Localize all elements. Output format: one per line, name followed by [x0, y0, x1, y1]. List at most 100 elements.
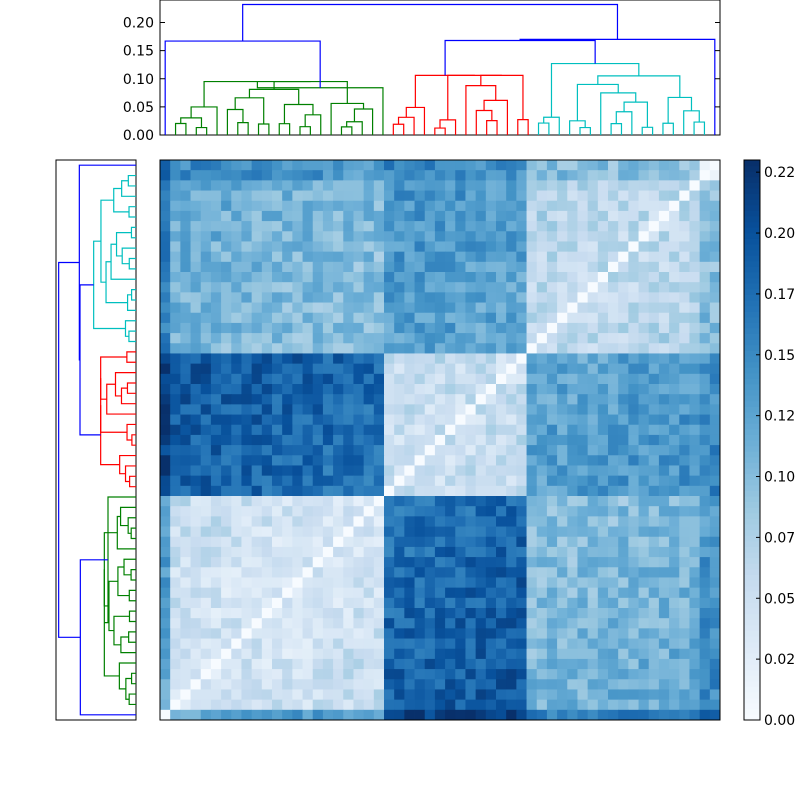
- heatmap-cell-32-42: [587, 485, 599, 497]
- heatmap-cell-13-27: [434, 292, 446, 303]
- heatmap-cell-37-41: [577, 536, 589, 548]
- heatmap-cell-8-32: [485, 241, 497, 253]
- heatmap-cell-36-28: [445, 526, 456, 538]
- heatmap-cell-35-14: [302, 516, 314, 527]
- heatmap-cell-5-19: [353, 210, 365, 222]
- heatmap-cell-48-48: [648, 648, 660, 660]
- heatmap-cell-52-15: [312, 689, 324, 701]
- heatmap-cell-3-25: [414, 190, 426, 202]
- heatmap-cell-17-36: [526, 333, 538, 344]
- heatmap-cell-20-43: [597, 363, 609, 375]
- heatmap-cell-36-17: [333, 526, 344, 538]
- heatmap-cell-24-44: [608, 404, 619, 415]
- heatmap-cell-53-9: [251, 699, 263, 711]
- colorbar-step-95: [744, 182, 760, 189]
- heatmap-cell-2-53: [699, 180, 711, 191]
- heatmap-cell-20-48: [648, 363, 660, 375]
- heatmap-cell-32-2: [180, 485, 191, 497]
- heatmap-cell-0-52: [689, 160, 701, 171]
- heatmap-cell-1-47: [638, 170, 650, 181]
- heatmap-cell-31-0: [160, 475, 171, 487]
- heatmap-cell-29-45: [618, 455, 629, 466]
- heatmap-cell-54-28: [445, 709, 456, 721]
- heatmap-cell-43-35: [516, 597, 527, 609]
- heatmap-cell-11-18: [343, 272, 354, 283]
- heatmap-cell-48-42: [587, 648, 599, 660]
- heatmap-cell-11-42: [587, 272, 599, 283]
- heatmap-cell-24-51: [679, 404, 690, 415]
- heatmap-cell-38-41: [577, 546, 589, 558]
- heatmap-cell-6-31: [475, 221, 487, 232]
- heatmap-cell-27-40: [567, 434, 578, 446]
- left-dendrogram-link-28: [114, 371, 136, 397]
- heatmap-cell-36-14: [302, 526, 314, 538]
- heatmap-cell-12-17: [333, 282, 344, 293]
- heatmap-cell-33-49: [658, 496, 670, 507]
- heatmap-cell-11-43: [597, 272, 609, 283]
- heatmap-cell-32-51: [679, 485, 690, 497]
- heatmap-cell-6-40: [567, 221, 578, 232]
- heatmap-cell-31-8: [241, 475, 253, 487]
- heatmap-cell-47-2: [180, 638, 191, 650]
- heatmap-cell-40-17: [333, 567, 344, 578]
- heatmap-cell-12-3: [190, 282, 202, 293]
- heatmap-cell-43-49: [658, 597, 670, 609]
- heatmap-cell-53-6: [221, 699, 232, 711]
- heatmap-cell-36-5: [210, 526, 222, 538]
- heatmap-cell-26-54: [709, 424, 721, 436]
- heatmap-cell-23-54: [709, 394, 721, 405]
- heatmap-cell-5-20: [363, 210, 375, 222]
- heatmap-cell-46-4: [200, 628, 212, 639]
- heatmap-cell-27-26: [424, 434, 436, 446]
- colorbar-step-75: [744, 294, 760, 301]
- heatmap-cell-53-12: [282, 699, 293, 711]
- heatmap-cell-15-53: [699, 312, 711, 324]
- heatmap-cell-30-13: [292, 465, 303, 477]
- heatmap-cell-23-28: [445, 394, 456, 405]
- heatmap-cell-39-5: [210, 557, 222, 568]
- heatmap-cell-29-13: [292, 455, 303, 466]
- heatmap-cell-4-42: [587, 200, 599, 212]
- heatmap-cell-4-6: [221, 200, 232, 212]
- heatmap-cell-46-18: [343, 628, 354, 639]
- colorbar-step-58: [744, 389, 760, 396]
- heatmap-cell-9-9: [251, 251, 263, 263]
- heatmap-cell-3-12: [282, 190, 293, 202]
- heatmap-cell-41-14: [302, 577, 314, 589]
- heatmap-cell-39-35: [516, 557, 527, 568]
- heatmap-cell-34-5: [210, 506, 222, 517]
- heatmap-cell-29-28: [445, 455, 456, 466]
- heatmap-cell-25-33: [496, 414, 507, 426]
- heatmap-cell-46-43: [597, 628, 609, 639]
- heatmap-cell-42-24: [404, 587, 415, 599]
- heatmap-cell-37-39: [557, 536, 568, 548]
- heatmap-cell-38-11: [272, 546, 283, 558]
- heatmap-cell-8-27: [434, 241, 446, 253]
- heatmap-cell-35-19: [353, 516, 365, 527]
- heatmap-cell-10-9: [251, 261, 263, 273]
- heatmap-cell-17-52: [689, 333, 701, 344]
- heatmap-cell-9-44: [608, 251, 619, 263]
- heatmap-cell-19-15: [312, 353, 324, 365]
- heatmap-cell-15-54: [709, 312, 721, 324]
- left-dendrogram-link-35: [124, 320, 136, 337]
- heatmap-cell-24-34: [506, 404, 517, 415]
- heatmap-cell-25-16: [322, 414, 334, 426]
- heatmap-cell-11-15: [312, 272, 324, 283]
- heatmap-cell-21-23: [394, 373, 405, 385]
- colorbar-step-76: [744, 288, 760, 295]
- heatmap-cell-41-33: [496, 577, 507, 589]
- heatmap-cell-16-44: [608, 322, 619, 334]
- heatmap-cell-37-50: [669, 536, 680, 548]
- heatmap-cell-23-8: [241, 394, 253, 405]
- heatmap-cell-23-10: [261, 394, 273, 405]
- heatmap-cell-26-28: [445, 424, 456, 436]
- heatmap-cell-18-27: [434, 343, 446, 354]
- heatmap-cell-1-24: [404, 170, 415, 181]
- heatmap-cell-2-40: [567, 180, 578, 191]
- heatmap-cell-48-15: [312, 648, 324, 660]
- heatmap-cell-28-12: [282, 445, 293, 456]
- heatmap-cell-3-50: [669, 190, 680, 202]
- heatmap-cell-4-19: [353, 200, 365, 212]
- heatmap-cell-24-45: [618, 404, 629, 415]
